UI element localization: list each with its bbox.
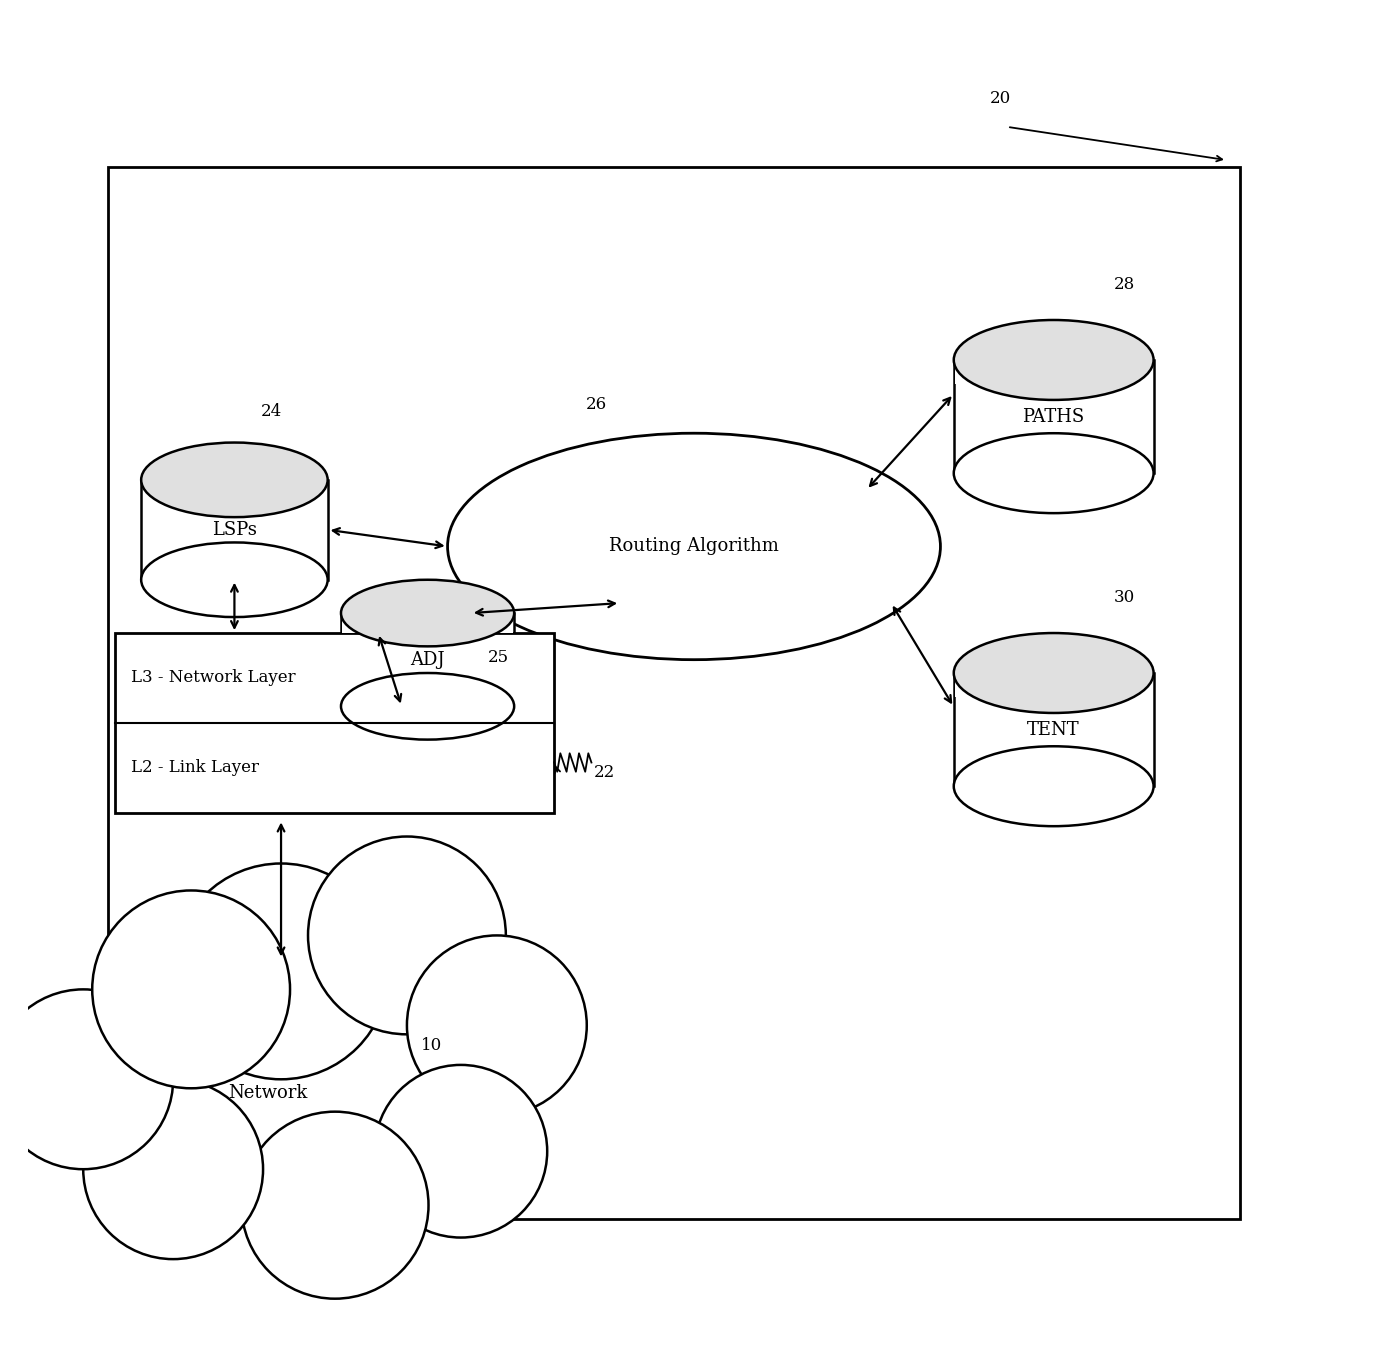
Text: 24: 24 xyxy=(261,402,282,420)
Ellipse shape xyxy=(341,580,514,646)
Circle shape xyxy=(308,836,505,1034)
Text: 25: 25 xyxy=(487,649,508,666)
Text: 28: 28 xyxy=(1113,276,1135,293)
Circle shape xyxy=(407,935,587,1116)
Bar xyxy=(954,359,1153,474)
Ellipse shape xyxy=(954,633,1153,713)
Bar xyxy=(143,458,326,502)
Bar xyxy=(955,649,1152,697)
Circle shape xyxy=(0,989,174,1170)
Text: LSPs: LSPs xyxy=(212,521,257,538)
Circle shape xyxy=(83,1079,264,1259)
Ellipse shape xyxy=(447,433,941,660)
Bar xyxy=(343,594,512,633)
Text: 20: 20 xyxy=(990,90,1010,106)
Bar xyxy=(341,612,514,707)
Circle shape xyxy=(92,891,290,1089)
Text: L3 - Network Layer: L3 - Network Layer xyxy=(130,669,296,686)
Bar xyxy=(115,633,554,813)
Circle shape xyxy=(242,1112,429,1299)
Text: Routing Algorithm: Routing Algorithm xyxy=(609,537,779,556)
Text: ADJ: ADJ xyxy=(411,650,446,669)
Text: L2 - Link Layer: L2 - Link Layer xyxy=(130,759,258,777)
Ellipse shape xyxy=(341,673,514,739)
Text: 10: 10 xyxy=(421,1038,443,1054)
Ellipse shape xyxy=(142,542,328,616)
Ellipse shape xyxy=(142,443,328,517)
Text: PATHS: PATHS xyxy=(1023,408,1085,425)
Ellipse shape xyxy=(954,433,1153,513)
Text: 30: 30 xyxy=(1113,590,1135,607)
Circle shape xyxy=(375,1065,547,1237)
Bar xyxy=(142,479,328,580)
Bar xyxy=(954,673,1153,786)
Text: 22: 22 xyxy=(594,765,615,782)
Ellipse shape xyxy=(954,746,1153,826)
Text: 26: 26 xyxy=(586,396,608,413)
Text: TENT: TENT xyxy=(1027,720,1080,739)
Ellipse shape xyxy=(954,320,1153,400)
Bar xyxy=(108,167,1239,1219)
Circle shape xyxy=(174,864,389,1079)
Bar xyxy=(955,336,1152,384)
Text: Network: Network xyxy=(228,1084,307,1101)
